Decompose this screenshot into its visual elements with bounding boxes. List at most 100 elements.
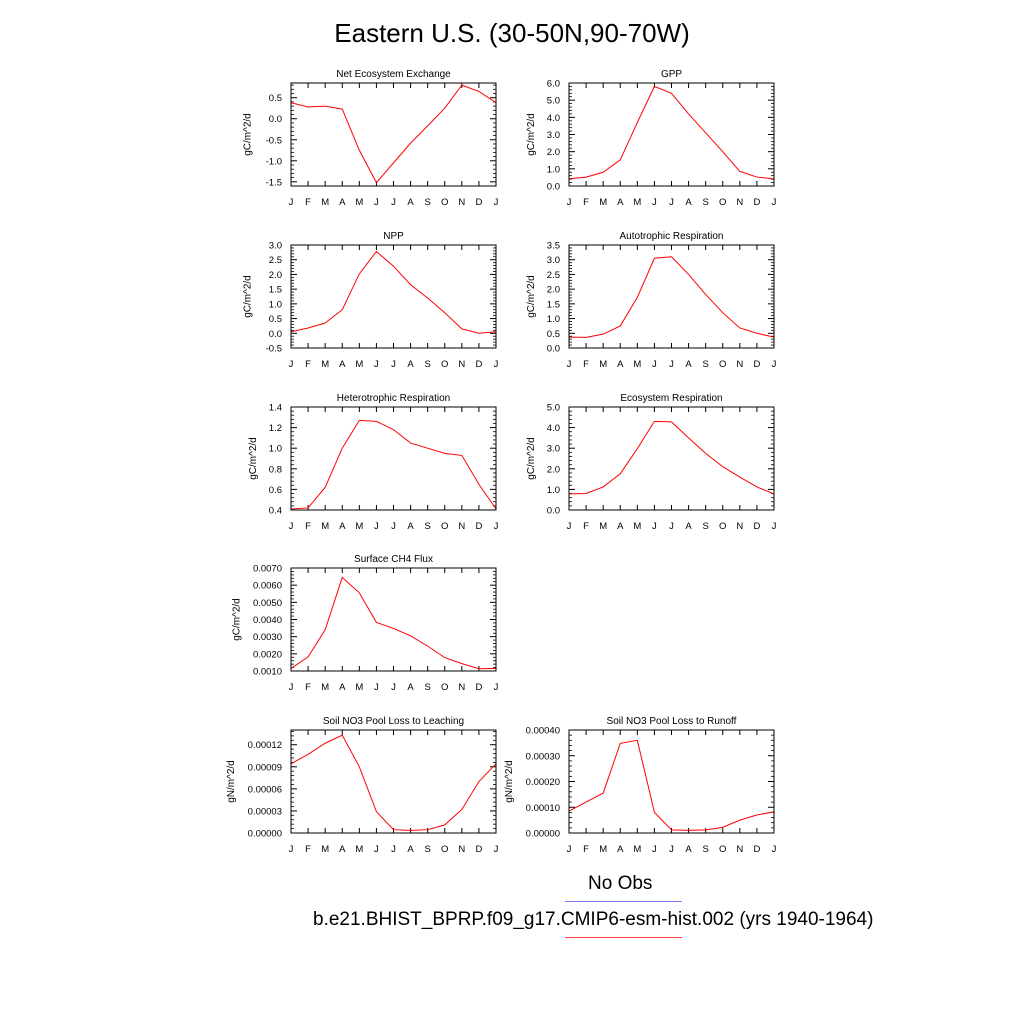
x-tick-label: J [374,359,379,370]
series-line [291,250,496,334]
x-tick-label: J [652,844,657,855]
figure-title: Eastern U.S. (30-50N,90-70W) [334,18,690,48]
plot-frame [568,82,775,187]
chart-title: Ecosystem Respiration [620,393,722,404]
y-tick-label: 0.00010 [526,803,560,814]
y-tick-label: 0.00006 [248,784,282,795]
x-tick-label: J [289,844,294,855]
x-tick-label: J [374,197,379,208]
x-tick-label: J [669,197,674,208]
x-tick-label: J [391,682,396,693]
y-tick-label: 2.0 [547,285,560,296]
x-tick-label: J [494,682,499,693]
x-tick-label: M [355,521,363,532]
y-axis-label: gC/m^2/d [526,113,537,156]
y-tick-label: 2.0 [269,270,282,281]
x-tick-label: J [494,197,499,208]
x-tick-label: S [702,197,708,208]
x-tick-label: A [339,197,346,208]
plot-frame [290,82,497,187]
x-tick-label: J [772,359,777,370]
y-tick-label: 0.0060 [253,581,282,592]
plot-frame [568,244,775,349]
x-tick-label: A [617,359,624,370]
y-tick-label: 3.0 [547,255,560,266]
y-tick-label: 0.0070 [253,564,282,575]
y-tick-label: 0.00012 [248,740,282,751]
x-tick-label: F [583,197,589,208]
x-tick-label: J [391,521,396,532]
x-tick-label: S [424,359,430,370]
x-tick-label: A [685,844,692,855]
y-tick-label: 0.0 [547,506,560,517]
y-axis-label: gC/m^2/d [526,275,537,318]
plot-frame [290,729,497,834]
x-tick-label: J [494,521,499,532]
series-line [291,576,496,670]
y-axis-label: gN/m^2/d [504,760,515,803]
x-tick-label: N [736,521,743,532]
y-tick-label: 1.2 [269,423,282,434]
x-tick-label: D [475,521,482,532]
x-tick-label: A [339,521,346,532]
x-tick-label: A [617,197,624,208]
legend-line-model [565,937,682,938]
y-tick-label: 2.0 [547,147,560,158]
x-tick-label: J [391,359,396,370]
plot-frame [290,406,497,511]
x-tick-label: A [617,521,624,532]
y-tick-label: 3.0 [547,444,560,455]
series-line [569,739,774,831]
x-tick-label: O [441,359,448,370]
y-axis-label: gC/m^2/d [526,437,537,480]
x-tick-label: A [407,844,414,855]
x-tick-label: O [441,521,448,532]
x-tick-label: A [617,844,624,855]
y-tick-label: -0.5 [266,135,282,146]
x-tick-label: J [567,359,572,370]
x-tick-label: D [475,197,482,208]
x-tick-label: O [441,844,448,855]
y-tick-label: 0.0 [547,182,560,193]
y-tick-label: 1.0 [269,299,282,310]
x-tick-label: M [355,197,363,208]
x-tick-label: N [736,197,743,208]
y-tick-label: 0.0 [547,344,560,355]
x-tick-label: A [407,359,414,370]
x-tick-label: J [374,521,379,532]
chart-title: Net Ecosystem Exchange [336,69,451,80]
x-tick-label: N [458,682,465,693]
x-tick-label: F [305,521,311,532]
x-tick-label: M [633,844,641,855]
x-tick-label: N [736,844,743,855]
y-tick-label: 6.0 [547,79,560,90]
x-tick-label: M [321,359,329,370]
y-tick-label: 0.5 [269,93,282,104]
y-tick-label: 0.00009 [248,762,282,773]
y-tick-label: 0.0 [269,114,282,125]
y-tick-label: 1.0 [547,485,560,496]
x-tick-label: M [599,197,607,208]
x-tick-label: S [702,844,708,855]
y-tick-label: -1.0 [266,156,282,167]
y-tick-label: 0.8 [269,464,282,475]
y-tick-label: -1.5 [266,177,282,188]
x-tick-label: N [458,197,465,208]
x-tick-label: O [719,359,726,370]
x-tick-label: J [772,844,777,855]
x-tick-label: M [633,197,641,208]
y-tick-label: 4.0 [547,113,560,124]
x-tick-label: M [599,844,607,855]
chart-title: GPP [661,69,682,80]
series-line [569,256,774,338]
x-tick-label: M [355,682,363,693]
x-tick-label: A [339,359,346,370]
